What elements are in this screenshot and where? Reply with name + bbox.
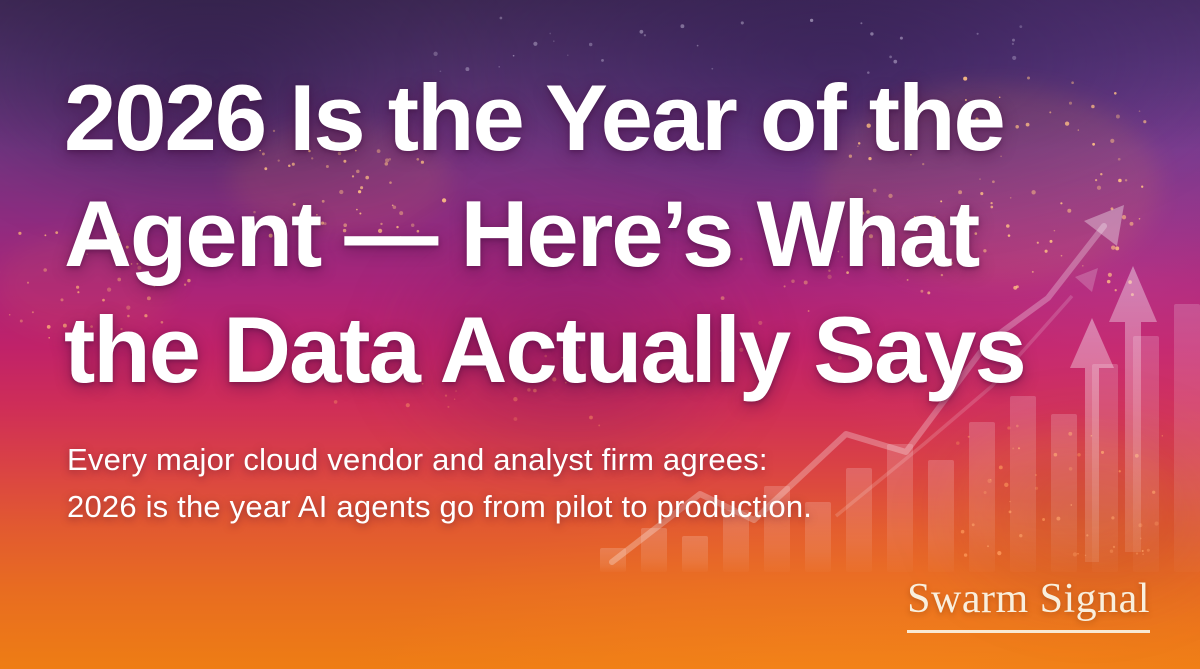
- up-arrow-icon: [1109, 266, 1157, 552]
- headline: 2026 Is the Year of the Agent — Here’s W…: [64, 60, 1027, 408]
- headline-line-2: Agent — Here’s What: [64, 181, 980, 286]
- headline-line-1: 2026 Is the Year of the: [64, 65, 1006, 170]
- trend-arrow-icon: [1075, 268, 1098, 292]
- trend-arrow-icon: [1084, 205, 1124, 246]
- headline-line-3: the Data Actually Says: [64, 297, 1027, 402]
- subtitle-line-2: 2026 is the year AI agents go from pilot…: [67, 489, 813, 524]
- subtitle-line-1: Every major cloud vendor and analyst fir…: [67, 442, 768, 477]
- brand-logo: Swarm Signal: [907, 575, 1150, 633]
- subtitle: Every major cloud vendor and analyst fir…: [67, 436, 812, 530]
- brand-name: Swarm Signal: [907, 575, 1150, 633]
- up-arrow-icon: [1070, 318, 1114, 562]
